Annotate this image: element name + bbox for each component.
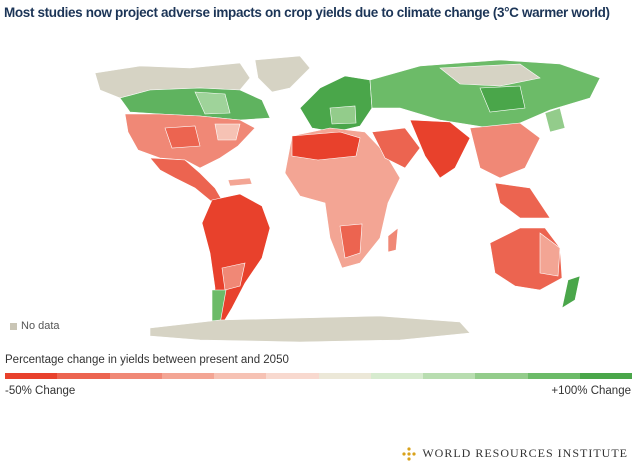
color-bar-segment <box>5 373 58 379</box>
color-bar-segment <box>57 373 110 379</box>
legend-title: Percentage change in yields between pres… <box>5 354 289 366</box>
color-bar <box>5 373 632 379</box>
color-bar-segment <box>370 373 423 379</box>
title: Most studies now project adverse impacts… <box>4 5 610 20</box>
logo-icon <box>402 446 416 461</box>
world-map <box>94 55 601 343</box>
no-data-label: No data <box>21 320 60 332</box>
color-bar-segment <box>266 373 319 379</box>
high-label: +100% Change <box>551 385 631 397</box>
color-bar-segment <box>579 373 632 379</box>
no-data-swatch <box>10 322 17 330</box>
color-bar-segment <box>318 373 371 379</box>
color-bar-segment <box>423 373 476 379</box>
logo: WORLD RESOURCES INSTITUTE <box>402 446 628 461</box>
color-bar-segment <box>475 373 528 379</box>
low-label: -50% Change <box>5 385 76 397</box>
source: WORLD RESOURCES INSTITUTE <box>422 446 628 460</box>
color-bar-segment <box>161 373 214 379</box>
color-bar-segment <box>527 373 580 379</box>
no-data-legend: No data <box>10 320 60 332</box>
color-bar-segment <box>109 373 162 379</box>
color-bar-segment <box>214 373 267 379</box>
